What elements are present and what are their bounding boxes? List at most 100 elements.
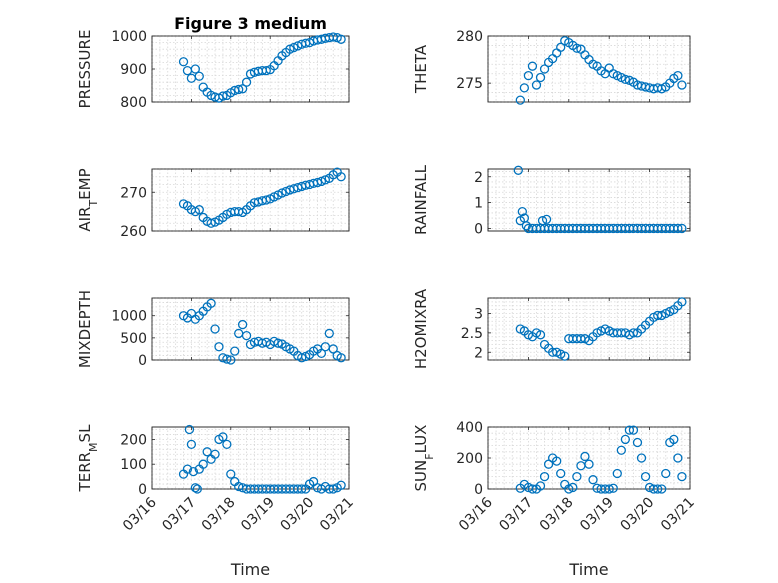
data-point bbox=[190, 64, 200, 74]
data-point bbox=[222, 354, 232, 364]
y-tick-label: 0 bbox=[138, 482, 147, 498]
data-point bbox=[632, 437, 643, 448]
y-axis-label: MIXDEPTH bbox=[76, 290, 94, 368]
data-point bbox=[210, 449, 220, 459]
data-point bbox=[521, 221, 532, 231]
data-point bbox=[580, 451, 590, 462]
y-tick-label: 275 bbox=[456, 76, 483, 92]
axes-frame bbox=[151, 297, 350, 361]
data-point bbox=[237, 84, 248, 94]
data-point bbox=[657, 484, 667, 494]
data-point bbox=[261, 195, 271, 205]
data-point bbox=[218, 432, 228, 442]
data-point bbox=[624, 425, 635, 435]
data-point bbox=[519, 83, 530, 93]
data-point bbox=[261, 66, 271, 76]
y-axis-label: AIRTEMP bbox=[76, 168, 100, 231]
data-point bbox=[336, 480, 346, 490]
data-point bbox=[604, 484, 614, 494]
data-point bbox=[515, 95, 525, 105]
data-point bbox=[556, 468, 566, 479]
data-point bbox=[539, 471, 550, 482]
y-tick-label: 1000 bbox=[111, 29, 147, 45]
y-tick-label: 100 bbox=[120, 457, 147, 473]
data-point bbox=[673, 223, 683, 234]
data-point bbox=[556, 42, 566, 52]
y-tick-label: 200 bbox=[456, 451, 483, 467]
data-point bbox=[184, 424, 195, 435]
y-tick-label: 400 bbox=[456, 420, 483, 436]
data-point bbox=[620, 74, 631, 85]
x-axis-label: Time bbox=[230, 560, 270, 579]
data-point bbox=[677, 297, 687, 307]
data-point bbox=[560, 351, 570, 361]
data-point bbox=[186, 439, 197, 450]
data-point bbox=[234, 84, 244, 95]
y-axis-label: SUNFLUX bbox=[412, 425, 436, 492]
axes-frame bbox=[487, 297, 691, 361]
data-point bbox=[328, 484, 338, 494]
subplot-pressure: 800 900 1000 PRESSURE Figure 3 medium bbox=[76, 14, 350, 111]
data-point bbox=[226, 355, 236, 365]
data-point bbox=[572, 43, 582, 53]
data-point bbox=[241, 77, 252, 87]
data-point bbox=[517, 206, 527, 217]
data-point bbox=[324, 328, 334, 339]
data-point bbox=[182, 464, 193, 474]
y-tick-label: 260 bbox=[120, 224, 147, 240]
y-axis-label: RAINFALL bbox=[412, 164, 430, 235]
y-tick-label: 1000 bbox=[111, 309, 147, 325]
data-point bbox=[653, 484, 663, 494]
y-axis-label: H2OMIXRA bbox=[412, 288, 430, 369]
axes-frame bbox=[487, 168, 691, 232]
data-point bbox=[552, 456, 562, 466]
data-point bbox=[206, 298, 216, 308]
data-point bbox=[584, 459, 594, 469]
data-point bbox=[214, 342, 224, 352]
axes-frame bbox=[487, 35, 691, 103]
plot-area bbox=[151, 426, 350, 490]
data-point bbox=[535, 481, 546, 491]
subplot-mixdepth: 0 500 1000 MIXDEPTH bbox=[76, 290, 350, 369]
data-point bbox=[535, 72, 546, 83]
y-tick-label: 2 bbox=[474, 345, 483, 361]
data-point bbox=[527, 61, 538, 71]
data-point bbox=[226, 469, 236, 479]
chart-title: Figure 3 medium bbox=[174, 14, 327, 33]
data-point bbox=[273, 338, 283, 348]
data-point bbox=[628, 425, 639, 435]
data-point bbox=[237, 319, 248, 330]
y-axis-label: PRESSURE bbox=[76, 30, 94, 109]
data-point bbox=[677, 223, 687, 234]
data-point bbox=[612, 468, 622, 479]
data-point bbox=[297, 484, 307, 494]
y-tick-label: 280 bbox=[456, 29, 483, 45]
y-tick-label: 270 bbox=[120, 185, 147, 201]
data-point bbox=[527, 484, 538, 494]
data-point bbox=[230, 346, 240, 356]
data-point bbox=[608, 483, 618, 493]
data-point bbox=[241, 330, 252, 341]
data-point bbox=[297, 353, 307, 363]
data-point bbox=[188, 466, 199, 477]
data-point bbox=[620, 434, 631, 445]
y-tick-label: 0 bbox=[474, 221, 483, 237]
data-point bbox=[316, 348, 327, 359]
data-point bbox=[190, 483, 200, 493]
data-point bbox=[669, 434, 679, 445]
y-tick-label: 900 bbox=[120, 62, 147, 78]
data-point bbox=[222, 439, 232, 450]
y-tick-label: 500 bbox=[120, 331, 147, 347]
subplot-rainfall: 0 1 2 RAINFALL bbox=[412, 164, 691, 237]
y-tick-label: 1 bbox=[474, 196, 483, 212]
data-point bbox=[218, 91, 228, 101]
y-tick-label: 800 bbox=[120, 95, 147, 111]
y-tick-label: 0 bbox=[138, 353, 147, 369]
subplot-theta: 275 280 THETA bbox=[412, 29, 691, 105]
data-point bbox=[198, 459, 208, 469]
data-point bbox=[673, 453, 683, 463]
data-point bbox=[312, 177, 323, 188]
data-point bbox=[194, 205, 204, 215]
data-point bbox=[541, 214, 552, 225]
data-point bbox=[636, 453, 647, 463]
